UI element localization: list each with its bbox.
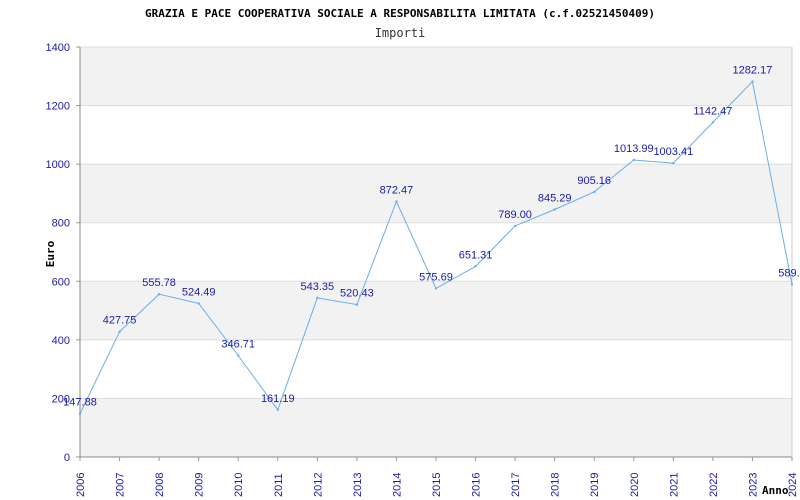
data-label: 427.75: [103, 315, 137, 327]
x-tick-label: 2020: [629, 473, 641, 497]
data-label: 845.29: [538, 192, 572, 204]
grid-band: [80, 47, 792, 106]
data-label: 346.71: [221, 338, 255, 350]
data-point: [157, 293, 161, 296]
x-tick-label: 2014: [391, 473, 403, 497]
data-point: [434, 287, 438, 290]
data-point: [78, 412, 82, 415]
y-axis-ticks: 0 200 400 600 800 1000 1200 1400: [46, 42, 70, 464]
data-point: [474, 265, 477, 268]
data-label: 1282.17: [733, 65, 773, 77]
data-label: 1013.99: [614, 143, 654, 155]
data-label: 524.49: [182, 286, 216, 298]
y-tick-label: 600: [52, 276, 70, 288]
y-tick-label: 200: [52, 393, 70, 405]
x-tick-label: 2012: [312, 473, 324, 497]
grid-bands: [80, 47, 792, 457]
x-tick-label: 2009: [194, 473, 206, 497]
data-point: [355, 303, 359, 306]
data-point: [593, 190, 596, 194]
y-tick-label: 0: [64, 452, 70, 464]
x-tick-label: 2006: [75, 473, 87, 497]
data-point: [276, 408, 279, 411]
data-label: 147.88: [63, 397, 97, 409]
x-tick-label: 2022: [708, 473, 720, 497]
data-label: 543.35: [301, 281, 335, 293]
chart-subtitle: Importi: [375, 26, 426, 40]
data-label: 575.69: [419, 271, 453, 283]
x-tick-label: 2008: [154, 473, 166, 497]
data-label: 161.19: [261, 393, 295, 405]
data-label: 872.47: [380, 184, 414, 196]
x-tick-label: 2016: [471, 473, 483, 497]
x-tick-label: 2021: [668, 473, 680, 497]
data-point: [197, 302, 200, 305]
series-line: [79, 80, 793, 414]
data-label: 1003.41: [653, 146, 693, 158]
y-tick-label: 1000: [46, 159, 70, 171]
data-point: [395, 200, 398, 203]
data-point: [553, 208, 556, 211]
x-tick-label: 2024: [787, 473, 799, 497]
y-tick-label: 800: [52, 218, 70, 230]
data-label: 905.16: [577, 175, 611, 187]
x-tick-label: 2019: [589, 473, 601, 497]
data-label: 589.4: [778, 267, 800, 279]
axes: [79, 47, 793, 458]
grid-band: [80, 164, 792, 223]
chart-title: GRAZIA E PACE COOPERATIVA SOCIALE A RESP…: [145, 7, 655, 20]
x-axis-label: Anno: [762, 484, 789, 497]
data-label: 651.31: [459, 249, 493, 261]
data-point: [316, 296, 319, 300]
data-point: [513, 224, 517, 228]
data-point: [751, 80, 754, 83]
data-label: 789.00: [498, 209, 532, 221]
data-point: [672, 161, 675, 165]
data-point: [790, 283, 794, 286]
data-labels: 147.88 427.75 555.78 524.49 346.71 161.19 543.…: [63, 65, 800, 409]
grid-band: [80, 398, 792, 457]
grid-band: [80, 281, 792, 340]
x-tick-label: 2017: [510, 473, 522, 497]
y-tick-label: 400: [52, 335, 70, 347]
data-label: 1142.47: [693, 105, 732, 117]
grid-lines: [76, 46, 792, 458]
data-point: [711, 121, 715, 124]
y-tick-label: 1400: [46, 42, 70, 54]
data-point: [237, 354, 240, 357]
x-axis-ticks: 2006 2007 2008 2009 2010 2011 2012 2013 2014 2015…: [75, 457, 799, 497]
x-tick-label: 2013: [352, 473, 364, 497]
x-tick-label: 2007: [115, 473, 127, 497]
data-point: [118, 330, 121, 333]
x-tick-label: 2010: [233, 473, 245, 497]
x-tick-label: 2015: [431, 473, 443, 497]
x-tick-label: 2023: [747, 473, 759, 497]
series-line-group: [78, 80, 794, 415]
y-axis-label: Euro: [44, 240, 57, 267]
data-label: 555.78: [142, 277, 176, 289]
y-tick-label: 1200: [46, 101, 70, 113]
x-tick-label: 2018: [550, 473, 562, 497]
data-point: [632, 158, 635, 162]
x-tick-label: 2011: [273, 473, 285, 497]
data-label: 520.43: [340, 288, 374, 300]
